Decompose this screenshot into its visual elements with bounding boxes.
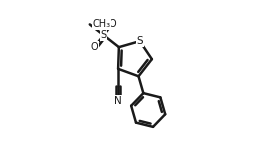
Text: N: N	[114, 96, 122, 106]
Text: O: O	[109, 19, 117, 29]
Text: O: O	[91, 42, 98, 52]
Text: S: S	[136, 36, 143, 46]
Text: S: S	[101, 30, 107, 40]
Text: CH₃: CH₃	[92, 19, 110, 29]
